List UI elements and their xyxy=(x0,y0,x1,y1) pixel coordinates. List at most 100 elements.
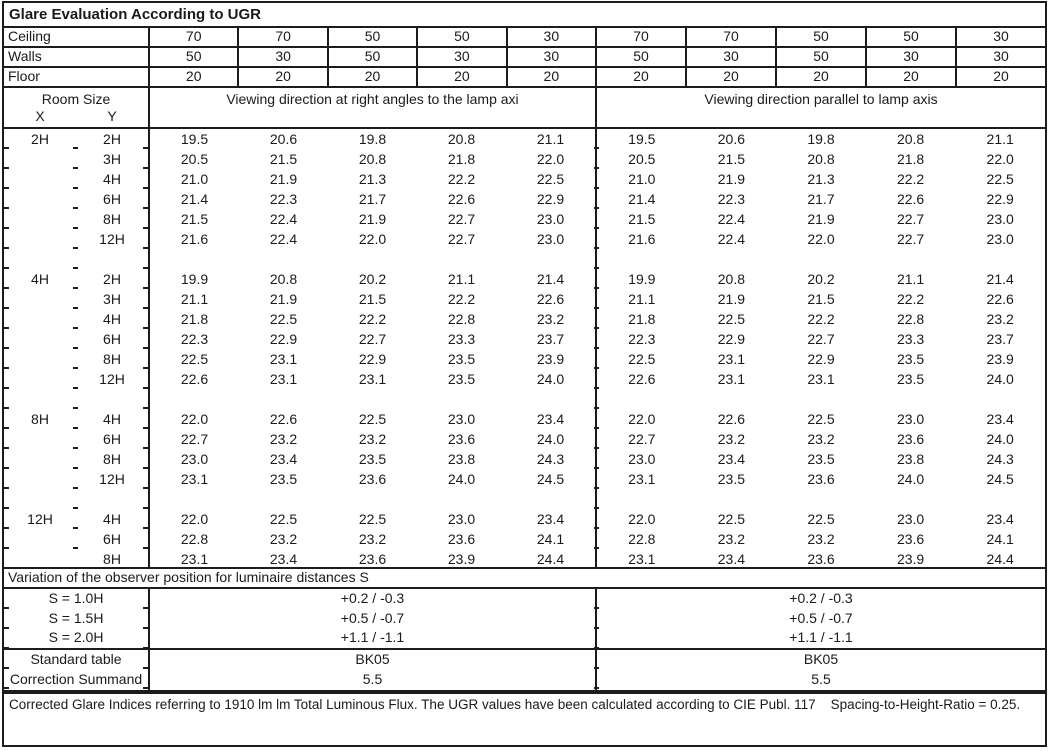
ugr-value: 22.7 xyxy=(180,431,209,447)
ugr-value: 22.5 xyxy=(717,311,746,327)
ugr-value: 22.5 xyxy=(807,411,835,427)
ugr-value: 21.8 xyxy=(628,311,656,327)
ugr-value: 23.6 xyxy=(447,431,476,447)
ugr-value: 23.4 xyxy=(717,551,746,567)
ugr-value: 21.0 xyxy=(180,171,209,187)
ugr-spacer-row xyxy=(4,489,1045,509)
ugr-value: 21.8 xyxy=(896,151,925,167)
ugr-half xyxy=(150,249,597,269)
room-x xyxy=(4,389,76,409)
ugr-value: 22.6 xyxy=(447,191,476,207)
surface-label: Walls xyxy=(4,48,150,66)
ugr-value: 23.0 xyxy=(536,211,565,227)
ugr-value: 22.5 xyxy=(986,171,1014,187)
ugr-row: 8H 4H 22.0 22.6 22.5 23.0 23.4 22.0 22.6 22.5 23.0… xyxy=(4,409,1045,429)
ugr-value: 23.0 xyxy=(896,511,925,527)
ugr-value: 23.4 xyxy=(536,411,565,427)
reflectance-row: Floor 20 20 20 20 20 20 20 20 20 20 xyxy=(4,68,1045,88)
ugr-half: 19.5 20.6 19.8 20.8 21.1 xyxy=(597,129,1045,149)
reflectance-value: 20 xyxy=(239,68,329,86)
ugr-half: 22.0 22.5 22.5 23.0 23.4 xyxy=(597,509,1045,529)
ugr-value: 21.0 xyxy=(628,171,656,187)
ugr-half: 22.0 22.6 22.5 23.0 23.4 xyxy=(597,409,1045,429)
ugr-values-section: 2H 2H 19.5 20.6 19.8 20.8 21.1 19.5 20.6 19.8 20.8… xyxy=(4,129,1045,569)
reflectance-value: 30 xyxy=(687,48,777,66)
ugr-value: 22.0 xyxy=(986,151,1014,167)
room-x xyxy=(4,429,76,449)
ugr-row: 6H 22.7 23.2 23.2 23.6 24.0 22.7 23.2 23.2 23.6 24… xyxy=(4,429,1045,449)
ugr-value: 23.2 xyxy=(807,431,835,447)
ugr-value: 22.2 xyxy=(896,291,925,307)
room-x: 8H xyxy=(31,411,49,427)
ugr-row: 4H 21.8 22.5 22.2 22.8 23.2 21.8 22.5 22.2 22.8 23… xyxy=(4,309,1045,329)
ugr-value: 22.5 xyxy=(358,411,387,427)
ugr-value: 23.1 xyxy=(717,371,746,387)
ugr-value: 22.6 xyxy=(180,371,209,387)
ugr-value: 22.3 xyxy=(717,191,746,207)
ugr-value: 22.7 xyxy=(447,231,476,247)
reflectance-half: 50 30 50 30 30 xyxy=(597,48,1045,66)
ugr-value: 22.7 xyxy=(447,211,476,227)
ugr-value: 24.0 xyxy=(986,431,1014,447)
room-y: 4H xyxy=(76,509,150,529)
ugr-value: 23.7 xyxy=(986,331,1014,347)
ugr-value: 21.1 xyxy=(896,271,925,287)
ugr-value: 24.0 xyxy=(447,471,476,487)
ugr-value: 21.5 xyxy=(180,211,209,227)
reflectance-value: 30 xyxy=(239,48,329,66)
reflectance-value: 20 xyxy=(777,68,867,86)
ugr-value: 22.6 xyxy=(717,411,746,427)
reflectance-value: 30 xyxy=(543,28,560,44)
ugr-half: 23.0 23.4 23.5 23.8 24.3 xyxy=(597,449,1045,469)
room-x xyxy=(4,189,76,209)
table-header: Room Size X Y Viewing direction at right… xyxy=(4,88,1045,129)
ugr-value: 21.9 xyxy=(358,211,387,227)
ugr-value: 23.0 xyxy=(447,511,476,527)
ugr-value: 20.8 xyxy=(447,131,476,147)
room-size-header: Room Size X Y xyxy=(4,88,150,127)
room-y: 2H xyxy=(76,269,150,289)
reflectance-row: Ceiling 70 70 50 50 30 70 70 50 50 30 xyxy=(4,28,1045,48)
ugr-row: 4H 2H 19.9 20.8 20.2 21.1 21.4 19.9 20.8 20.2 21.1… xyxy=(4,269,1045,289)
ugr-value: 23.5 xyxy=(358,451,387,467)
ugr-value: 22.2 xyxy=(807,311,835,327)
ugr-half: 21.4 22.3 21.7 22.6 22.9 xyxy=(597,189,1045,209)
ugr-half: 22.5 23.1 22.9 23.5 23.9 xyxy=(597,349,1045,369)
ugr-value: 24.0 xyxy=(536,371,565,387)
ugr-value: 23.3 xyxy=(447,331,476,347)
ugr-value: 23.5 xyxy=(447,371,476,387)
ugr-value: 21.1 xyxy=(447,271,476,287)
ugr-half: 23.1 23.4 23.6 23.9 24.4 xyxy=(597,549,1045,569)
ugr-value: 22.5 xyxy=(180,351,209,367)
ugr-value: 22.6 xyxy=(269,411,298,427)
ugr-value: 23.4 xyxy=(536,511,565,527)
ugr-value: 23.2 xyxy=(358,431,387,447)
ugr-value: 21.1 xyxy=(180,291,209,307)
room-y: 3H xyxy=(76,289,150,309)
ugr-value: 23.9 xyxy=(986,351,1014,367)
room-x xyxy=(4,309,76,329)
ugr-value: 23.0 xyxy=(896,411,925,427)
ugr-value: 21.4 xyxy=(986,271,1014,287)
ugr-half: 22.7 23.2 23.2 23.6 24.0 xyxy=(150,429,597,449)
reflectance-value: 20 xyxy=(687,68,777,86)
ugr-half: 22.6 23.1 23.1 23.5 24.0 xyxy=(597,369,1045,389)
variation-value-left: +0.2 / -0.3 xyxy=(150,589,597,609)
ugr-half: 20.5 21.5 20.8 21.8 22.0 xyxy=(150,149,597,169)
ugr-value: 22.9 xyxy=(358,351,387,367)
ugr-half xyxy=(150,489,597,509)
ugr-value: 22.7 xyxy=(896,211,925,227)
ugr-value: 21.5 xyxy=(807,291,835,307)
ugr-value: 22.0 xyxy=(628,511,656,527)
ugr-value: 23.1 xyxy=(269,351,298,367)
ugr-value: 23.4 xyxy=(717,451,746,467)
ugr-row: 8H 23.0 23.4 23.5 23.8 24.3 23.0 23.4 23.5 23.8 24… xyxy=(4,449,1045,469)
ugr-half: 22.0 22.5 22.5 23.0 23.4 xyxy=(150,509,597,529)
ugr-value: 23.4 xyxy=(269,551,298,567)
ugr-value: 23.5 xyxy=(269,471,298,487)
variation-label: S = 1.0H xyxy=(4,589,150,609)
ugr-value: 21.8 xyxy=(447,151,476,167)
ugr-value: 23.4 xyxy=(269,451,298,467)
ugr-value: 21.4 xyxy=(536,271,565,287)
